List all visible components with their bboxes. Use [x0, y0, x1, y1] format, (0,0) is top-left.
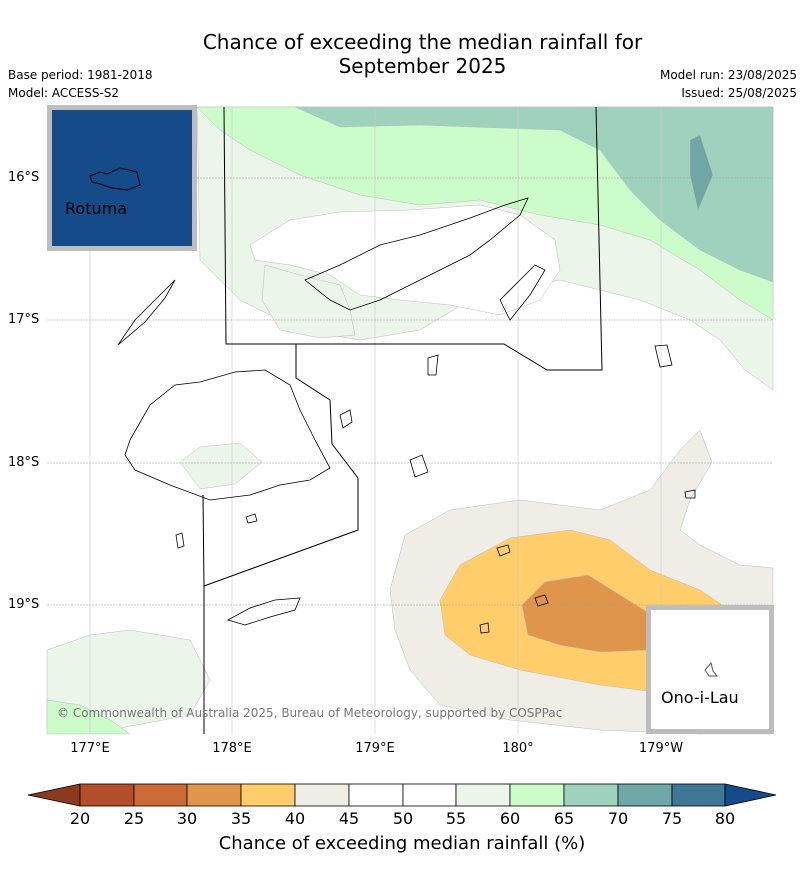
colorbar-arrow-low [27, 783, 81, 807]
lat-label-16s: 16°S [8, 170, 40, 185]
lau-island-3 [654, 344, 673, 368]
lau-island-5 [496, 544, 511, 557]
contour-65-70 [294, 106, 774, 283]
colorbar-45-50 [348, 783, 404, 807]
contour-70-75 [689, 134, 714, 211]
lat-label-19s: 19°S [8, 597, 40, 612]
lat-label-17s: 17°S [8, 312, 40, 327]
ovalau-island [339, 409, 353, 429]
ono-i-lau-label: Ono-i-Lau [661, 688, 739, 707]
contour-55-60-center [179, 442, 263, 490]
lau-island-2 [409, 454, 429, 478]
colorbar-tick: 75 [661, 809, 683, 828]
copyright-credit: © Commonwealth of Australia 2025, Bureau… [57, 706, 563, 720]
lau-island-7 [479, 622, 490, 634]
base-period: Base period: 1981-2018 [8, 68, 153, 82]
colorbar-tick: 55 [445, 809, 467, 828]
colorbar-tick: 25 [123, 809, 145, 828]
title-line-1: Chance of exceeding the median rainfall … [202, 30, 643, 54]
ono-i-lau-inset: Ono-i-Lau [646, 605, 774, 734]
colorbar-70-75 [617, 783, 673, 807]
colorbar-50-55 [402, 783, 457, 807]
vanua-levu-island [304, 197, 529, 311]
colorbar-tick: 45 [338, 809, 360, 828]
ono-i-lau-island [704, 661, 719, 677]
lon-label-177e: 177°E [70, 741, 110, 756]
colorbar-arrow-high [724, 783, 777, 807]
colorbar-20-25 [79, 783, 135, 807]
colorbar-65-70 [563, 783, 619, 807]
colorbar-tick: 40 [284, 809, 306, 828]
lon-label-180: 180° [502, 741, 534, 756]
title-line-2: September 2025 [338, 54, 507, 78]
lau-island-4 [684, 489, 696, 499]
colorbar-30-35 [186, 783, 242, 807]
gridlines [47, 107, 773, 734]
meta-right: Model run: 23/08/2025 Issued: 25/08/2025 [660, 66, 797, 102]
region-boundaries [202, 106, 603, 734]
viti-levu-island [124, 369, 331, 501]
lau-island-1 [427, 354, 439, 376]
rotuma-inset: Rotuma [47, 105, 197, 251]
colorbar-35-40 [240, 783, 296, 807]
colorbar-tick: 65 [553, 809, 575, 828]
map-title: Chance of exceeding the median rainfall … [150, 30, 695, 78]
colorbar-25-30 [133, 783, 188, 807]
colorbar-tick: 20 [69, 809, 91, 828]
model-name: Model: ACCESS-S2 [8, 86, 120, 100]
colorbar-tick: 80 [714, 809, 736, 828]
lon-label-178e: 178°E [212, 741, 252, 756]
colorbar-tick: 60 [499, 809, 521, 828]
yasawa-islands [117, 279, 176, 346]
lon-label-179e: 179°E [355, 741, 395, 756]
colorbar-55-60 [455, 783, 511, 807]
lon-label-179w: 179°W [638, 741, 684, 756]
meta-left: Base period: 1981-2018 Model: ACCESS-S2 [8, 66, 153, 102]
contour-45-55-hole [249, 204, 561, 316]
colorbar-label: Chance of exceeding median rainfall (%) [218, 833, 586, 854]
taveuni-island [499, 264, 546, 321]
colorbar-tick: 70 [607, 809, 629, 828]
issued-date: Issued: 25/08/2025 [681, 86, 797, 100]
colorbar-tick: 30 [176, 809, 198, 828]
kadavu-island [226, 597, 301, 626]
lat-label-18s: 18°S [8, 455, 40, 470]
island-coastlines [117, 197, 696, 634]
rotuma-island [89, 167, 141, 191]
lau-island-9 [245, 513, 258, 524]
model-run: Model run: 23/08/2025 [659, 68, 797, 82]
colorbar-75-80 [671, 783, 726, 807]
colorbar-tick: 50 [392, 809, 414, 828]
colorbar [27, 783, 777, 807]
lau-island-8 [175, 532, 185, 549]
lau-island-6 [534, 594, 549, 607]
colorbar-60-65 [509, 783, 565, 807]
contour-60-65-southwest [46, 699, 131, 735]
rotuma-label: Rotuma [65, 199, 127, 218]
colorbar-tick: 35 [230, 809, 252, 828]
colorbar-40-45 [294, 783, 350, 807]
